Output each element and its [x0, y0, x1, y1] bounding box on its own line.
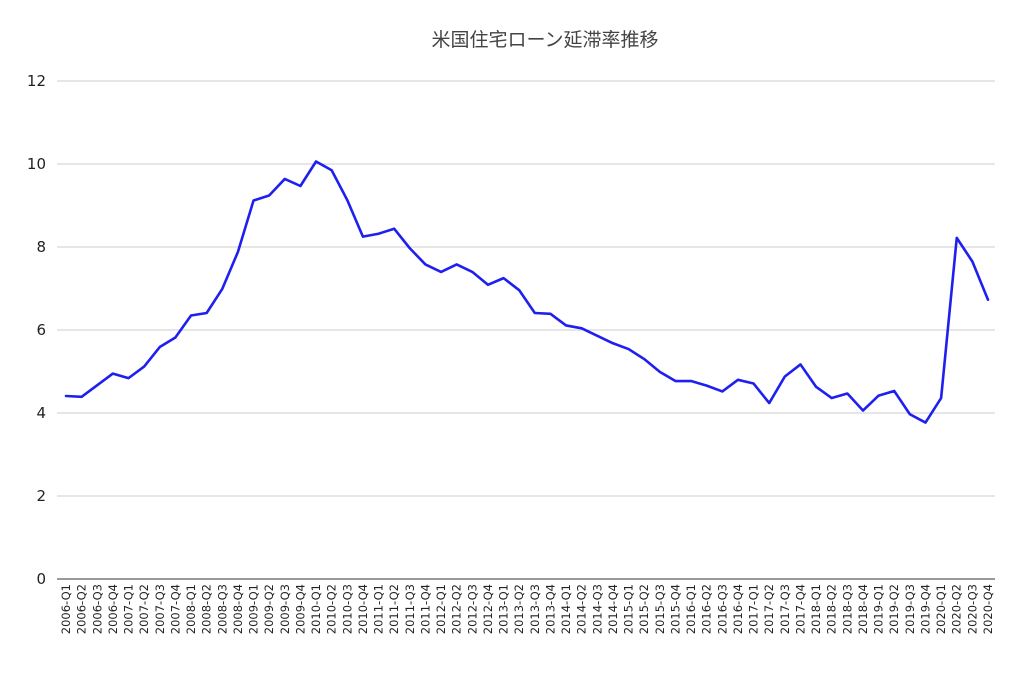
y-tick-label: 12	[27, 72, 46, 90]
x-tick-label: 2017-Q2	[762, 584, 776, 634]
x-tick-label: 2018-Q3	[840, 584, 854, 634]
x-tick-label: 2006-Q3	[90, 584, 104, 634]
x-tick-label: 2020-Q1	[934, 584, 948, 634]
x-tick-label: 2012-Q4	[481, 584, 495, 634]
x-tick-label: 2006-Q4	[106, 584, 120, 634]
x-tick-label: 2010-Q4	[356, 584, 370, 634]
series-line	[66, 162, 988, 423]
series-layer	[66, 161, 988, 422]
x-tick-label: 2008-Q2	[200, 584, 214, 634]
y-tick-label: 10	[27, 155, 46, 173]
x-tick-label: 2018-Q4	[856, 584, 870, 634]
x-tick-label: 2017-Q4	[793, 584, 807, 634]
x-tick-label: 2011-Q1	[372, 584, 386, 634]
x-tick-label: 2016-Q3	[715, 584, 729, 634]
x-tick-label: 2013-Q1	[497, 584, 511, 634]
x-tick-label: 2015-Q4	[668, 584, 682, 634]
x-tick-label: 2012-Q2	[450, 584, 464, 634]
x-tick-label: 2011-Q2	[387, 584, 401, 634]
x-tick-label: 2011-Q3	[403, 584, 417, 634]
x-tick-label: 2007-Q3	[153, 584, 167, 634]
x-tick-label: 2015-Q1	[622, 584, 636, 634]
y-tick-label: 2	[36, 487, 46, 505]
x-tick-label: 2019-Q1	[872, 584, 886, 634]
x-tick-label: 2020-Q2	[950, 584, 964, 634]
chart-title: 米国住宅ローン延滞率推移	[431, 29, 658, 51]
x-tick-label: 2010-Q1	[309, 584, 323, 634]
x-tick-label: 2017-Q3	[778, 584, 792, 634]
x-tick-label: 2014-Q1	[559, 584, 573, 634]
x-tick-label: 2014-Q2	[575, 584, 589, 634]
x-tick-label: 2019-Q2	[887, 584, 901, 634]
x-tick-label: 2011-Q4	[418, 584, 432, 634]
x-tick-label: 2013-Q4	[543, 584, 557, 634]
x-tick-label: 2015-Q3	[653, 584, 667, 634]
x-tick-label: 2009-Q4	[293, 584, 307, 634]
x-tick-label: 2007-Q1	[122, 584, 136, 634]
x-tick-label: 2006-Q2	[75, 584, 89, 634]
x-tick-label: 2019-Q3	[903, 584, 917, 634]
x-tick-label: 2016-Q2	[700, 584, 714, 634]
y-axis-ticks: 0 2 4 6 8 10 12	[27, 72, 46, 588]
y-tick-label: 0	[36, 570, 46, 588]
x-tick-label: 2006-Q1	[59, 584, 73, 634]
x-tick-label: 2009-Q2	[262, 584, 276, 634]
x-tick-label: 2009-Q1	[247, 584, 261, 634]
x-tick-label: 2008-Q1	[184, 584, 198, 634]
x-tick-label: 2012-Q1	[434, 584, 448, 634]
x-tick-label: 2008-Q3	[215, 584, 229, 634]
x-tick-label: 2018-Q1	[809, 584, 823, 634]
x-tick-label: 2012-Q3	[465, 584, 479, 634]
gridlines	[57, 81, 995, 579]
y-tick-label: 4	[36, 404, 46, 422]
y-tick-label: 6	[36, 321, 46, 339]
x-tick-label: 2015-Q2	[637, 584, 651, 634]
y-tick-label: 8	[36, 238, 46, 256]
x-tick-label: 2020-Q4	[981, 584, 995, 634]
x-tick-label: 2020-Q3	[965, 584, 979, 634]
x-tick-label: 2018-Q2	[825, 584, 839, 634]
x-tick-label: 2014-Q4	[606, 584, 620, 634]
x-tick-label: 2007-Q4	[168, 584, 182, 634]
x-tick-label: 2017-Q1	[747, 584, 761, 634]
x-tick-label: 2008-Q4	[231, 584, 245, 634]
x-tick-label: 2016-Q4	[731, 584, 745, 634]
x-tick-label: 2016-Q1	[684, 584, 698, 634]
x-tick-label: 2019-Q4	[918, 584, 932, 634]
x-tick-label: 2010-Q3	[340, 584, 354, 634]
x-tick-label: 2013-Q3	[528, 584, 542, 634]
x-tick-label: 2010-Q2	[325, 584, 339, 634]
x-tick-label: 2009-Q3	[278, 584, 292, 634]
x-tick-label: 2014-Q3	[590, 584, 604, 634]
x-tick-label: 2007-Q2	[137, 584, 151, 634]
x-tick-label: 2013-Q2	[512, 584, 526, 634]
